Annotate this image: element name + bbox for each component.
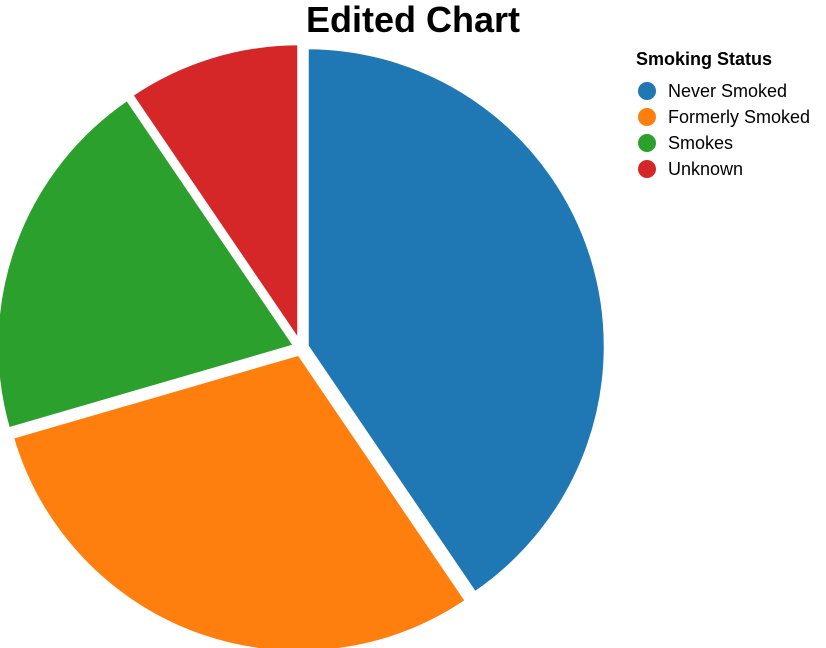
chart-title: Edited Chart: [306, 0, 520, 40]
pie-slice-never-smoked: [304, 45, 608, 596]
legend-label: Smokes: [668, 133, 733, 153]
legend-swatch: [638, 82, 656, 100]
pie-slice-smokes: [0, 96, 298, 432]
legend-title: Smoking Status: [636, 49, 772, 69]
legend: Smoking Status Never Smoked Formerly Smok…: [636, 49, 810, 179]
pie-slice-unknown: [129, 41, 302, 345]
legend-label: Formerly Smoked: [668, 107, 810, 127]
legend-swatch: [638, 108, 656, 126]
pie-slice-formerly-smoked: [9, 351, 470, 648]
legend-label: Never Smoked: [668, 81, 787, 101]
legend-swatch: [638, 134, 656, 152]
legend-items: Never Smoked Formerly Smoked Smokes Unknown: [638, 81, 810, 179]
legend-swatch: [638, 160, 656, 178]
pie-slices: [0, 41, 608, 648]
legend-label: Unknown: [668, 159, 743, 179]
